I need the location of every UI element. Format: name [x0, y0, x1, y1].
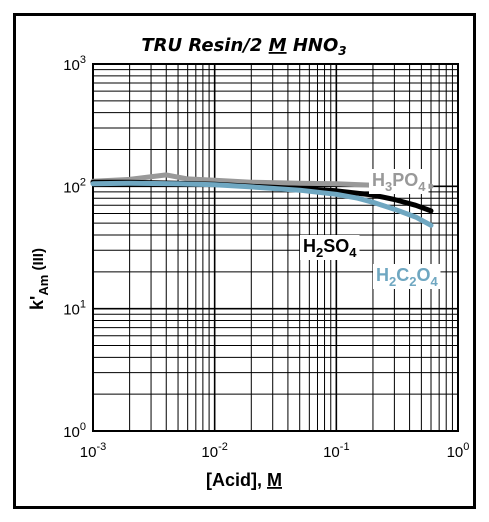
series-label-2: H2C2O4: [376, 265, 438, 289]
series-label-bg-0: [369, 169, 429, 194]
plot-background: [92, 63, 459, 432]
series-label-bg-1: [300, 235, 360, 260]
x-tick-label-3: 100: [447, 441, 470, 461]
y-tick-label-3: 103: [63, 54, 86, 74]
x-tick-label-1: 10-2: [201, 441, 227, 461]
x-tick-label-0: 10-3: [80, 441, 106, 461]
chart-frame: TRU Resin/2 M HNO3 H3PO4 H2SO4 H2C2O4 10-3…: [13, 13, 476, 509]
chart: TRU Resin/2 M HNO3 H3PO4 H2SO4 H2C2O4 10-3…: [27, 35, 469, 490]
series-line-2: [90, 180, 434, 228]
y-tick-label-0: 100: [63, 421, 86, 441]
series-label-0: H3PO4: [372, 170, 426, 194]
series-labels: H3PO4 H2SO4 H2C2O4: [300, 169, 441, 289]
y-axis-label: k'Am (III): [27, 248, 51, 310]
plot-area: [92, 63, 459, 432]
series-label-1: H2SO4: [303, 236, 357, 260]
tick-labels: 10-3 10-2 10-1 100 100 101 102 103: [63, 54, 469, 461]
x-axis-label: [Acid], M: [206, 470, 282, 490]
x-tick-label-2: 10-1: [323, 441, 349, 461]
chart-title: TRU Resin/2 M HNO3: [141, 35, 346, 58]
series-label-bg-2: [373, 264, 441, 289]
y-tick-label-2: 102: [63, 176, 86, 196]
y-tick-label-1: 101: [63, 299, 86, 319]
